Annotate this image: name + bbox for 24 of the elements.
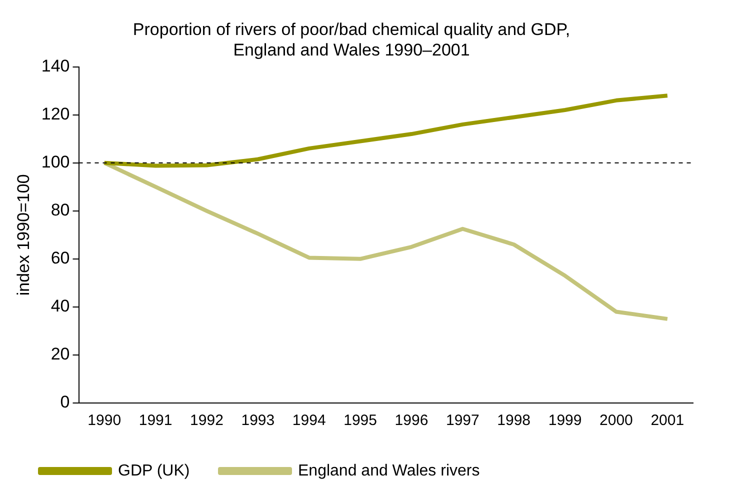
x-tick-label: 1992	[190, 412, 224, 430]
y-tick-label: 0	[60, 392, 70, 412]
y-tick-label: 40	[50, 296, 70, 316]
y-tick-label: 120	[41, 104, 70, 124]
chart-title: Proportion of rivers of poor/bad chemical quality and GDP, England and Wales 1990–2001	[132, 20, 570, 60]
y-tick-label: 100	[41, 152, 70, 172]
x-tick-label: 1997	[446, 412, 480, 430]
legend-label: GDP (UK)	[118, 462, 190, 480]
x-tick-label: 1990	[88, 412, 122, 430]
legend-label: England and Wales rivers	[298, 462, 480, 480]
y-tick-label: 140	[41, 56, 70, 76]
x-tick-label: 1991	[138, 412, 172, 430]
x-tick-label: 2001	[650, 412, 684, 430]
x-tick-label: 2000	[600, 412, 633, 430]
x-tick-label: 1999	[548, 412, 582, 430]
y-tick-label: 80	[50, 200, 70, 220]
y-tick-label: 60	[50, 248, 70, 268]
x-tick-label: 1998	[497, 412, 531, 430]
y-axis-title: index 1990=100	[14, 174, 33, 296]
x-tick-label: 1993	[241, 412, 275, 430]
x-tick-label: 1996	[394, 412, 428, 430]
x-tick-label: 1995	[344, 412, 377, 430]
x-tick-label: 1994	[292, 412, 326, 430]
y-tick-label: 20	[50, 344, 70, 364]
